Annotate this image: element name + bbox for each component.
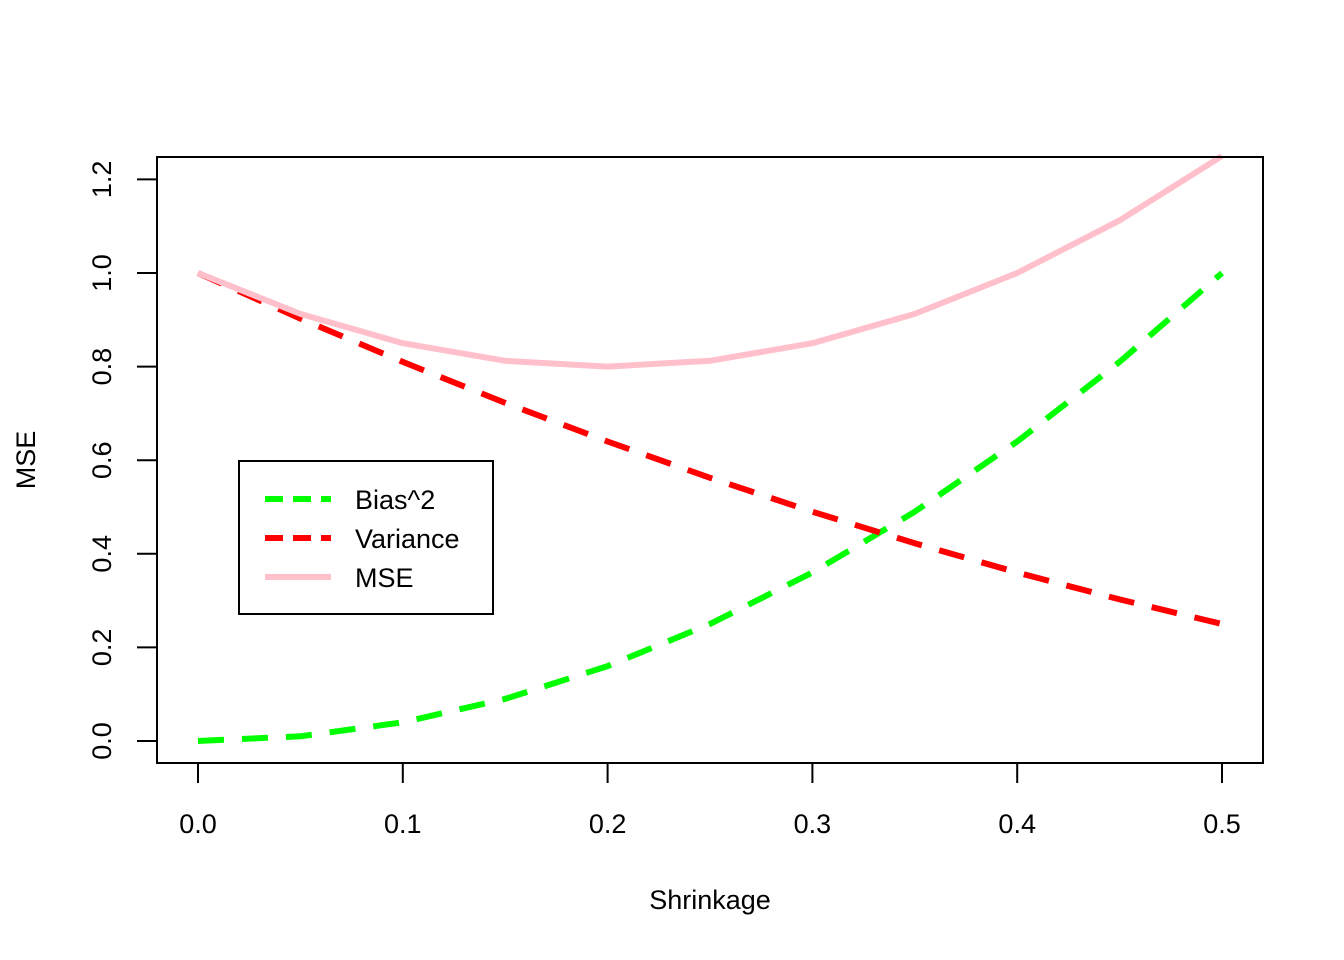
y-axis-title: MSE bbox=[11, 431, 41, 490]
x-tick-label: 0.4 bbox=[998, 809, 1036, 839]
y-tick-label: 0.6 bbox=[87, 441, 117, 479]
y-axis: 0.0 0.2 0.4 0.6 0.8 1.0 1.2 bbox=[87, 161, 158, 760]
x-axis-title: Shrinkage bbox=[649, 885, 771, 915]
series-line-bias-2 bbox=[197, 270, 1224, 744]
series-layer bbox=[196, 153, 1224, 744]
y-tick-label: 1.0 bbox=[87, 254, 117, 292]
x-tick-label: 0.5 bbox=[1203, 809, 1241, 839]
series-line-variance bbox=[196, 270, 1223, 627]
y-tick-label: 0.4 bbox=[87, 535, 117, 573]
x-tick-label: 0.2 bbox=[589, 809, 627, 839]
legend-label: Variance bbox=[355, 524, 460, 554]
legend-label: Bias^2 bbox=[355, 485, 435, 515]
x-tick-label: 0.3 bbox=[794, 809, 832, 839]
series-line-mse bbox=[196, 153, 1224, 370]
x-tick-label: 0.0 bbox=[179, 809, 217, 839]
y-tick-label: 0.2 bbox=[87, 629, 117, 667]
y-tick-label: 0.8 bbox=[87, 348, 117, 386]
x-tick-label: 0.1 bbox=[384, 809, 422, 839]
x-axis: 0.0 0.1 0.2 0.3 0.4 0.5 bbox=[179, 762, 1241, 839]
y-tick-label: 1.2 bbox=[87, 161, 117, 199]
legend-label: MSE bbox=[355, 563, 414, 593]
y-tick-label: 0.0 bbox=[87, 722, 117, 760]
legend: Bias^2 Variance MSE bbox=[238, 460, 494, 615]
